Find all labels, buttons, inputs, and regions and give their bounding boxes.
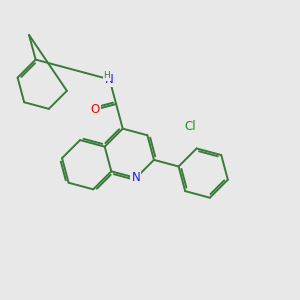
Text: H: H — [103, 71, 110, 80]
Text: N: N — [132, 171, 140, 184]
Text: Cl: Cl — [185, 120, 197, 133]
Text: O: O — [91, 103, 100, 116]
Text: N: N — [105, 73, 114, 86]
